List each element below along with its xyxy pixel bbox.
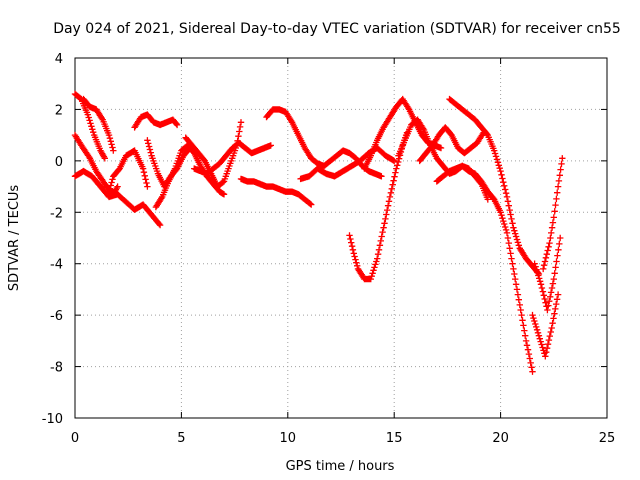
y-tick-label: -4: [50, 258, 63, 273]
series-sat-f: [131, 111, 181, 131]
y-axis-title: SDTVAR / TECUs: [7, 185, 22, 292]
data-point-markers: [131, 111, 181, 131]
x-tick-label: 5: [177, 431, 185, 446]
series-sat-s: [446, 95, 543, 278]
data-point-markers: [446, 95, 543, 278]
y-tick-label: -2: [50, 206, 63, 221]
data-point-markers: [80, 95, 117, 154]
data-point-markers: [529, 291, 562, 360]
series-sat-k: [237, 175, 315, 208]
x-tick-label: 20: [492, 431, 509, 446]
tick-layer: 0 5 10 15 20 25 -10 -8 -6 -4 -2 0 2 4: [42, 52, 616, 446]
data-point-markers: [263, 106, 385, 180]
data-point-markers: [191, 139, 274, 177]
series-sat-u: [531, 234, 564, 314]
series-sat-r: [433, 162, 536, 375]
x-tick-label: 15: [386, 431, 403, 446]
y-tick-label: -6: [50, 309, 63, 324]
y-tick-label: 2: [55, 103, 63, 118]
y-tick-label: -8: [50, 361, 63, 376]
series-sat-q: [416, 124, 487, 165]
x-tick-label: 25: [599, 431, 616, 446]
chart-title: Day 024 of 2021, Sidereal Day-to-day VTE…: [53, 21, 621, 37]
series-sat-e: [105, 147, 151, 195]
data-point-markers: [105, 147, 151, 195]
data-point-markers: [433, 162, 536, 375]
plot-frame: [74, 57, 608, 419]
series-sat-c: [71, 167, 164, 229]
series-sat-j: [191, 139, 274, 177]
data-point-markers: [540, 155, 566, 273]
y-tick-label: -10: [42, 412, 63, 427]
y-tick-label: 0: [55, 155, 63, 170]
series-sat-t: [529, 291, 562, 360]
x-axis-title: GPS time / hours: [286, 459, 395, 474]
series-sat-v: [540, 155, 566, 273]
x-tick-label: 10: [280, 431, 297, 446]
series-sat-d: [80, 95, 117, 154]
x-tick-label: 0: [71, 431, 79, 446]
data-point-markers: [237, 175, 315, 208]
y-tick-label: 4: [55, 52, 63, 67]
series-sat-l: [263, 106, 385, 180]
data-point-markers: [416, 124, 487, 165]
data-layer: [71, 90, 566, 375]
data-point-markers: [531, 234, 564, 314]
data-point-markers: [71, 167, 164, 229]
